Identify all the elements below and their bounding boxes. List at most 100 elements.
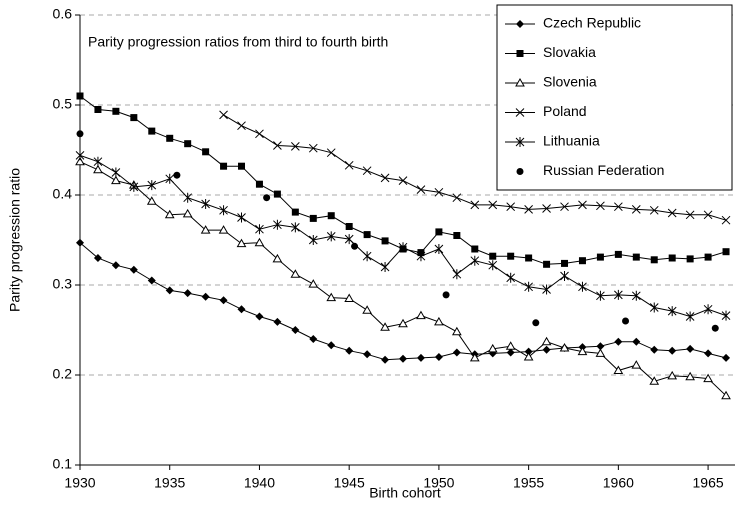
- marker: [111, 175, 121, 185]
- marker: [201, 199, 210, 209]
- y-axis-label: Parity progression ratio: [7, 168, 23, 312]
- marker: [487, 343, 498, 353]
- marker: [560, 202, 569, 212]
- marker: [75, 150, 85, 161]
- marker: [632, 337, 641, 346]
- y-tick-label: 0.3: [53, 276, 73, 292]
- legend-marker: [515, 137, 525, 147]
- marker: [596, 342, 605, 351]
- marker: [578, 200, 587, 210]
- marker: [543, 260, 551, 268]
- marker: [93, 164, 103, 174]
- marker: [524, 205, 533, 214]
- marker: [650, 345, 659, 354]
- y-tick-label: 0.2: [53, 366, 73, 382]
- marker: [273, 141, 282, 150]
- marker: [435, 228, 443, 236]
- x-tick-label: 1945: [334, 475, 365, 491]
- marker: [93, 254, 102, 262]
- marker: [363, 231, 371, 239]
- marker: [237, 121, 246, 131]
- marker: [218, 225, 229, 234]
- marker: [183, 192, 193, 203]
- marker: [290, 222, 300, 233]
- marker: [291, 208, 299, 216]
- marker: [326, 231, 336, 242]
- x-tick-label: 1950: [423, 475, 454, 491]
- marker: [488, 260, 498, 271]
- marker: [507, 252, 515, 260]
- marker: [416, 353, 425, 362]
- marker: [308, 235, 318, 245]
- marker: [505, 341, 516, 350]
- marker: [452, 193, 462, 203]
- marker: [649, 302, 659, 313]
- marker: [668, 254, 676, 262]
- marker: [219, 110, 228, 120]
- annotation: Parity progression ratios from third to …: [88, 34, 388, 50]
- marker: [327, 212, 335, 220]
- marker: [451, 326, 462, 336]
- marker: [345, 346, 354, 355]
- marker: [236, 238, 247, 248]
- x-axis-label: Birth cohort: [369, 485, 441, 501]
- x-tick-label: 1965: [693, 475, 724, 491]
- marker: [596, 201, 605, 211]
- marker: [560, 271, 569, 281]
- legend-label: Poland: [543, 103, 587, 119]
- marker: [704, 253, 712, 261]
- marker: [542, 284, 551, 295]
- series-line: [79, 242, 727, 361]
- marker: [470, 200, 480, 210]
- marker: [273, 317, 282, 326]
- marker: [506, 202, 516, 212]
- marker: [524, 347, 533, 356]
- marker: [237, 305, 246, 314]
- marker: [523, 351, 534, 361]
- marker: [704, 349, 713, 358]
- marker: [183, 289, 192, 298]
- marker: [614, 250, 622, 258]
- marker: [442, 291, 450, 299]
- marker: [129, 181, 139, 192]
- marker: [381, 355, 390, 364]
- marker: [703, 304, 713, 315]
- marker: [667, 208, 677, 218]
- marker: [76, 130, 84, 138]
- marker: [721, 310, 731, 321]
- marker: [452, 269, 462, 280]
- marker: [685, 311, 695, 322]
- marker: [596, 253, 604, 261]
- y-tick-label: 0.1: [53, 456, 73, 472]
- marker: [452, 348, 461, 357]
- marker: [711, 324, 719, 332]
- marker: [399, 354, 408, 363]
- marker: [577, 346, 588, 356]
- marker: [434, 353, 443, 361]
- marker: [380, 262, 390, 272]
- marker: [290, 269, 301, 278]
- marker: [398, 318, 408, 328]
- legend-box: [496, 4, 733, 191]
- marker: [650, 256, 658, 264]
- marker: [622, 317, 630, 325]
- marker: [182, 208, 193, 218]
- marker: [76, 92, 84, 100]
- marker: [272, 253, 283, 263]
- marker: [541, 336, 552, 346]
- marker: [614, 289, 623, 300]
- marker: [686, 344, 695, 353]
- marker: [667, 370, 678, 380]
- y-tick-label: 0.6: [53, 6, 73, 22]
- marker: [112, 107, 120, 115]
- marker: [173, 171, 181, 179]
- marker: [238, 162, 246, 170]
- marker: [470, 255, 480, 266]
- x-tick-label: 1940: [244, 475, 275, 491]
- legend-marker: [515, 108, 525, 117]
- marker: [309, 335, 318, 343]
- marker: [453, 232, 461, 239]
- marker: [668, 346, 677, 355]
- marker: [703, 373, 713, 383]
